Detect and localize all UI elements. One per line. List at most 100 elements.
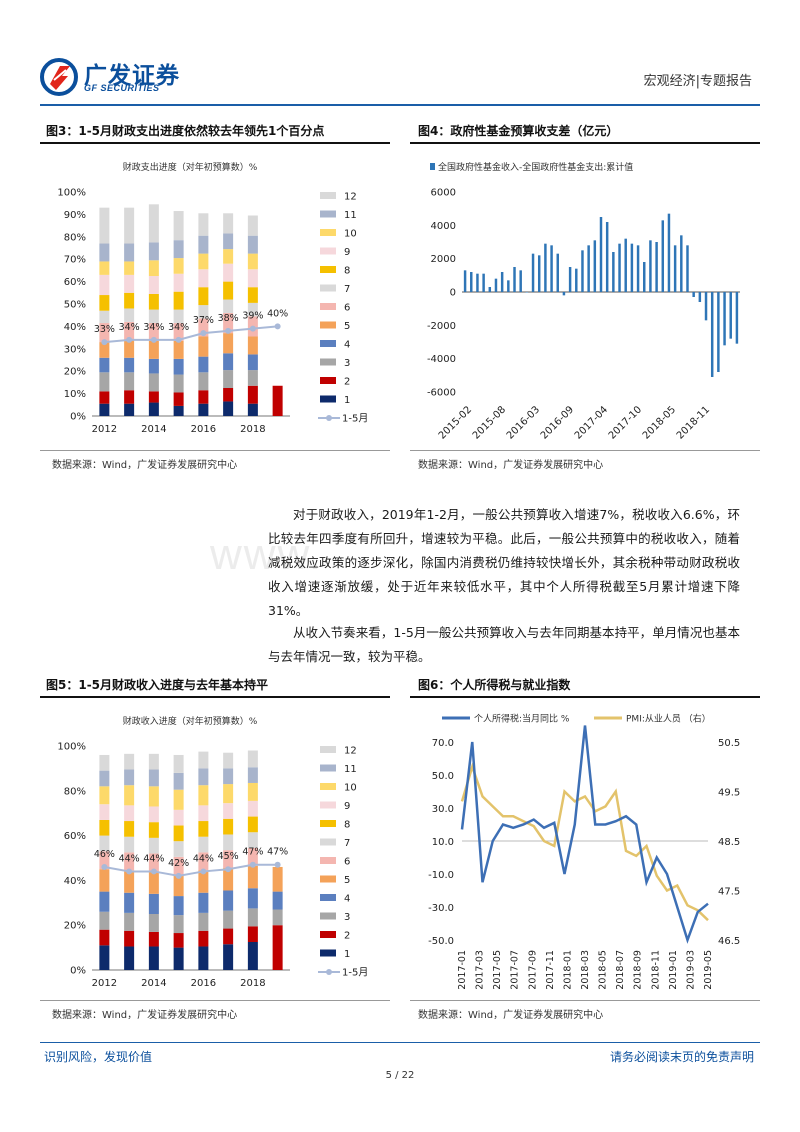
page-number: 5 / 22 xyxy=(385,1070,415,1081)
fig3-bar-segment xyxy=(124,292,135,309)
fig3-ytick: 20% xyxy=(64,367,86,378)
fig4-bar xyxy=(667,213,671,292)
fig4-bar xyxy=(649,240,652,292)
fig3-legend-swatch xyxy=(320,210,336,218)
fig4-xtick: 2017-04 xyxy=(573,404,610,441)
fig5-line-series xyxy=(104,863,278,877)
fig5-bar-segment xyxy=(247,942,258,970)
fig5-bar-segment xyxy=(124,946,135,970)
fig5-bar-segment xyxy=(148,914,159,932)
fig3-bar-segment xyxy=(223,401,234,416)
fig6-ytick-left: 30.0 xyxy=(432,804,454,815)
fig5-bar-segment xyxy=(272,925,283,970)
fig5-bar-segment xyxy=(124,892,135,913)
fig5-source-rule xyxy=(40,1000,390,1001)
fig4-bar xyxy=(618,243,621,292)
fig4-bar xyxy=(717,292,720,372)
fig5-bar-segment xyxy=(247,816,258,833)
fig3-bar-segment xyxy=(223,353,234,371)
footer-slogan: 识别风险，发现价值 xyxy=(44,1050,153,1064)
fig5-bar-segment xyxy=(198,821,209,837)
fig4-source: 数据来源：Wind，广发证券发展研究中心 xyxy=(418,460,604,471)
fig5-data-label: 44% xyxy=(143,853,164,864)
fig5-bar-segment xyxy=(148,931,159,947)
fig3-bar-segment xyxy=(99,261,110,275)
fig5-bar-segment xyxy=(148,946,159,970)
fig5-legend-swatch xyxy=(320,801,336,809)
fig3-bar-segment xyxy=(148,293,159,310)
fig5-bar-segment xyxy=(173,915,184,934)
fig5-legend-label: 11 xyxy=(344,764,357,775)
fig5-bar-segment xyxy=(124,852,135,871)
fig6-chart: 个人所得税:当月同比 % PMI:从业人员 （右） 70.0 50.0 30.0 10.0… xyxy=(428,713,740,990)
fig5-bar-segment xyxy=(247,865,258,889)
fig4-xtick: 2016-03 xyxy=(505,404,542,441)
fig3-data-label: 37% xyxy=(193,315,214,326)
fig5-bar-segment xyxy=(198,836,209,853)
fig3-bar-segment xyxy=(99,323,110,343)
fig5-bar-segment xyxy=(99,786,110,805)
fig3-bar-segment xyxy=(247,235,258,254)
fig4-bar xyxy=(593,240,597,292)
fig4-bar xyxy=(476,273,479,292)
fig5-bar-segment xyxy=(99,891,110,912)
watermark: www. xyxy=(210,530,324,579)
fig5-bar-segment xyxy=(247,888,258,909)
fig5-line-point xyxy=(249,861,256,868)
fig5-bar-segment xyxy=(173,789,184,810)
fig3-legend-swatch xyxy=(320,247,336,255)
fig6-xtick: 2017-01 xyxy=(457,950,468,990)
fig3-bar-segment xyxy=(198,318,209,337)
fig3-bar-segment xyxy=(124,321,135,340)
fig3-legend-swatch xyxy=(320,340,336,347)
fig6-ytick-left: 70.0 xyxy=(432,738,454,749)
fig5-legend-swatch xyxy=(320,838,336,846)
fig3-legend-label: 1 xyxy=(344,395,350,406)
fig6-series-tax xyxy=(460,725,709,944)
fig5-ytick: 20% xyxy=(64,921,86,932)
fig4-bar xyxy=(568,267,572,292)
fig6-xtick: 2018-09 xyxy=(633,950,644,990)
fig3-ytick: 60% xyxy=(64,277,86,288)
fig3-title: 图3：1-5月财政支出进度依然较去年领先1个百分点 xyxy=(46,124,325,138)
fig5-legend-swatch xyxy=(320,764,336,772)
fig3-ytick: 100% xyxy=(57,188,86,199)
fig5-bar-segment xyxy=(148,822,159,838)
fig6-xtick: 2017-09 xyxy=(527,950,538,990)
fig5-legend-swatch xyxy=(320,875,336,883)
fig5-bar-segment xyxy=(99,945,110,970)
fig5-line-point xyxy=(225,866,232,873)
fig3-bar-segment xyxy=(247,370,258,386)
fig3-source-rule xyxy=(40,450,390,451)
fig3-bar-segment xyxy=(99,310,110,324)
fig5-bar-segment xyxy=(173,825,184,842)
fig5-bar-segment xyxy=(148,786,159,807)
fig6-xtick: 2018-01 xyxy=(562,950,573,990)
fig4-bar xyxy=(463,270,467,292)
fig6-xtick: 2019-05 xyxy=(703,950,714,990)
fig5-legend-label: 2 xyxy=(344,931,350,942)
fig3-legend-label: 12 xyxy=(344,192,357,203)
fig3-bar-segment xyxy=(223,233,234,250)
fig3-ytick: 70% xyxy=(64,255,86,266)
fig5-bar-segment xyxy=(223,868,234,891)
fig5-bar-segment xyxy=(223,803,234,819)
fig6-rule xyxy=(410,696,760,698)
fig3-bar-segment xyxy=(148,323,159,341)
fig5-ytick: 100% xyxy=(57,742,86,753)
fig3-legend-swatch xyxy=(320,284,336,292)
fig3-legend-line-marker xyxy=(326,415,332,421)
fig4-bar xyxy=(575,268,578,292)
fig5-line-point xyxy=(175,872,182,879)
fig5-legend-label: 5 xyxy=(344,875,350,886)
fig5-ytick: 80% xyxy=(64,786,86,797)
fig5-legend-swatch xyxy=(320,912,336,920)
fig4-bar xyxy=(470,272,473,292)
fig3-chart-title: 财政支出进度（对年初预算数）% xyxy=(123,161,258,173)
fig3-legend-label: 4 xyxy=(344,340,350,351)
fig5-bar-segment xyxy=(223,818,234,835)
fig3-bar-segment xyxy=(173,405,184,416)
fig3-legend-swatch xyxy=(320,377,336,384)
fig3-bar-segment xyxy=(99,274,110,296)
fig4-bar xyxy=(519,270,522,292)
